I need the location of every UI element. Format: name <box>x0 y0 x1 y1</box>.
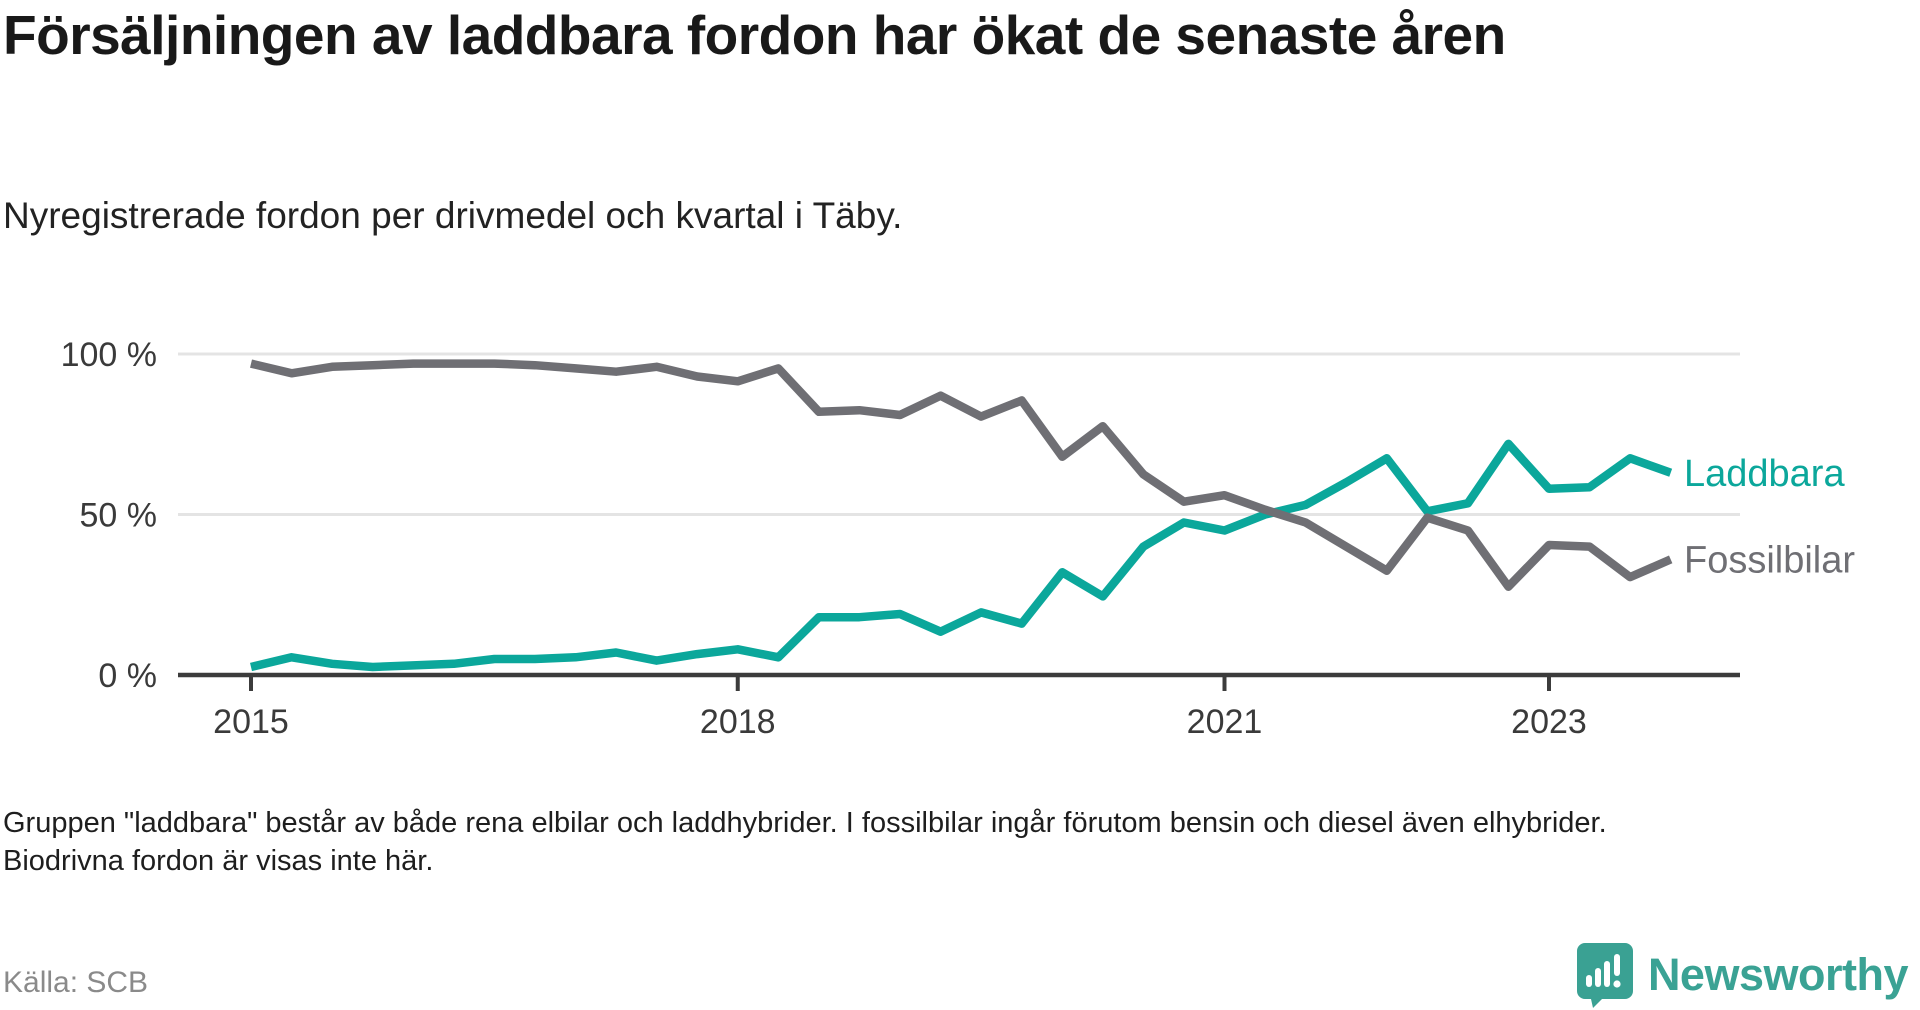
x-tick-label: 2023 <box>1511 703 1587 741</box>
logo-exclamation-dot <box>1613 980 1621 988</box>
newsworthy-bubble-chart-icon <box>1576 943 1633 1008</box>
y-tick-label: 0 % <box>98 657 157 695</box>
y-tick-label: 100 % <box>61 336 157 374</box>
logo-bar-3 <box>1603 961 1610 987</box>
page-subtitle: Nyregistrerade fordon per drivmedel och … <box>3 195 903 236</box>
series-line-laddbara <box>250 439 1673 672</box>
logo-bar-2 <box>1594 968 1601 987</box>
series-label-laddbara: Laddbara <box>1684 453 1845 495</box>
chart-footnote: Gruppen "laddbara" består av både rena e… <box>3 807 1607 878</box>
logo-bar-1 <box>1585 975 1592 987</box>
x-tick-label: 2018 <box>700 703 776 741</box>
newsworthy-logo: Newsworthy <box>1572 942 1909 1008</box>
page-title: Försäljningen av laddbara fordon har öka… <box>3 4 1506 66</box>
logo-exclamation-bar <box>1613 954 1620 976</box>
y-tick-label: 50 % <box>80 497 158 535</box>
source-label: Källa: SCB <box>3 966 149 999</box>
series-line-fossilbilar <box>250 359 1673 591</box>
series-label-fossilbilar: Fossilbilar <box>1684 539 1855 581</box>
newsworthy-logo-text: Newsworthy <box>1647 949 1909 1000</box>
x-tick-label: 2015 <box>213 703 289 741</box>
x-tick-label: 2021 <box>1187 703 1263 741</box>
